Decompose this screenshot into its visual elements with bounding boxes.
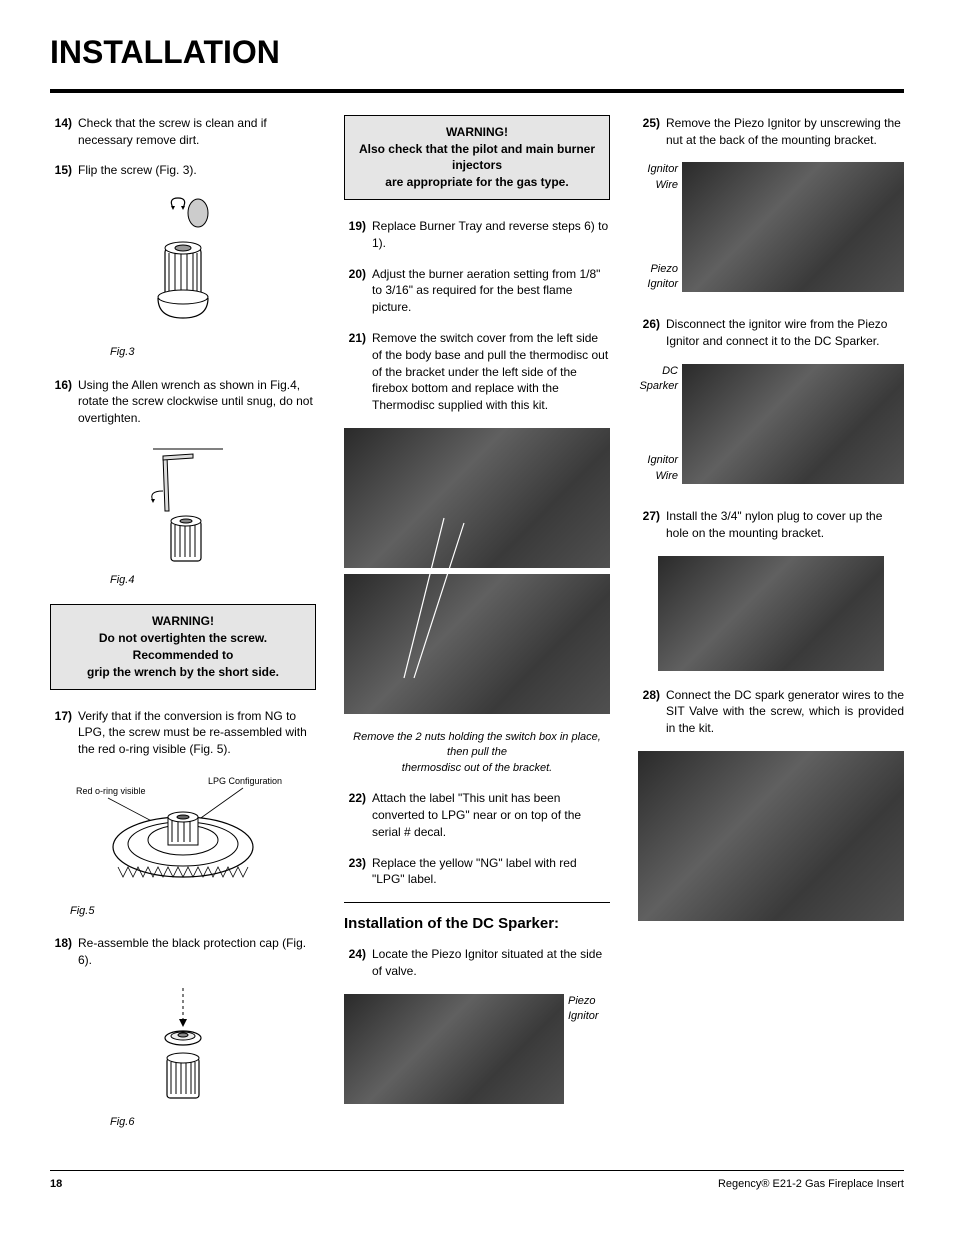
step-22: 22) Attach the label "This unit has been… <box>344 790 610 840</box>
warning-box-2: WARNING! Also check that the pilot and m… <box>344 115 610 200</box>
step-text: Using the Allen wrench as shown in Fig.4… <box>78 377 316 427</box>
step-21: 21) Remove the switch cover from the lef… <box>344 330 610 414</box>
figure-6: Fig.6 <box>50 983 316 1130</box>
step-24: 24) Locate the Piezo Ignitor situated at… <box>344 946 610 980</box>
step-20: 20) Adjust the burner aeration setting f… <box>344 266 610 316</box>
step-text: Adjust the burner aeration setting from … <box>372 266 610 316</box>
step-number: 23) <box>344 855 372 889</box>
photo-piezo-locate: Piezo Ignitor <box>344 994 610 1112</box>
figure-4: Fig.4 <box>50 441 316 588</box>
step-number: 22) <box>344 790 372 840</box>
step-27: 27) Install the 3/4" nylon plug to cover… <box>638 508 904 542</box>
photo-sit-valve <box>638 751 904 921</box>
section-rule <box>344 902 610 903</box>
step-number: 14) <box>50 115 78 149</box>
warning-line: Also check that the pilot and main burne… <box>355 141 599 175</box>
step-text: Connect the DC spark generator wires to … <box>666 687 904 737</box>
photo-thermodisc-1 <box>344 428 610 568</box>
step-number: 17) <box>50 708 78 758</box>
warning-line: are appropriate for the gas type. <box>355 174 599 191</box>
step-number: 27) <box>638 508 666 542</box>
step-number: 26) <box>638 316 666 350</box>
step-number: 15) <box>50 162 78 179</box>
page-number: 18 <box>50 1177 62 1192</box>
title-rule <box>50 89 904 93</box>
fig3-label: Fig.3 <box>50 345 316 360</box>
photo-piezo-remove: Ignitor Wire Piezo Ignitor <box>638 162 904 300</box>
step-number: 24) <box>344 946 372 980</box>
step-25: 25) Remove the Piezo Ignitor by unscrewi… <box>638 115 904 149</box>
step-15: 15) Flip the screw (Fig. 3). <box>50 162 316 179</box>
fig4-label: Fig.4 <box>50 573 316 588</box>
step-number: 25) <box>638 115 666 149</box>
step-text: Remove the Piezo Ignitor by unscrewing t… <box>666 115 904 149</box>
photo-thermodisc-2 <box>344 574 610 714</box>
photo-label: Piezo Ignitor <box>638 262 678 293</box>
step-text: Replace the yellow "NG" label with red "… <box>372 855 610 889</box>
page-title: INSTALLATION <box>50 30 904 75</box>
step-text: Locate the Piezo Ignitor situated at the… <box>372 946 610 980</box>
photo-label: Piezo Ignitor <box>564 994 610 1025</box>
step-text: Remove the switch cover from the left si… <box>372 330 610 414</box>
fig4-diagram <box>113 441 253 571</box>
step-text: Disconnect the ignitor wire from the Pie… <box>666 316 904 350</box>
warning-line: WARNING! <box>355 124 599 141</box>
column-1: 14) Check that the screw is clean and if… <box>50 115 316 1147</box>
step-text: Install the 3/4" nylon plug to cover up … <box>666 508 904 542</box>
column-2: WARNING! Also check that the pilot and m… <box>344 115 610 1147</box>
fig5-label: Fig.5 <box>50 904 316 919</box>
fig6-diagram <box>123 983 243 1113</box>
step-text: Attach the label "This unit has been con… <box>372 790 610 840</box>
step-number: 28) <box>638 687 666 737</box>
photo-image <box>344 574 610 714</box>
product-name: Regency® E21-2 Gas Fireplace Insert <box>718 1177 904 1192</box>
fig6-label: Fig.6 <box>50 1115 316 1130</box>
step-28: 28) Connect the DC spark generator wires… <box>638 687 904 737</box>
photo-dc-sparker: DC Sparker Ignitor Wire <box>638 364 904 492</box>
warning-line: Do not overtighten the screw. <box>61 630 305 647</box>
photo-image <box>682 162 904 292</box>
photo-image <box>658 556 884 671</box>
step-14: 14) Check that the screw is clean and if… <box>50 115 316 149</box>
warning-line: grip the wrench by the short side. <box>61 664 305 681</box>
photo-image <box>344 428 610 568</box>
step-19: 19) Replace Burner Tray and reverse step… <box>344 218 610 252</box>
step-17: 17) Verify that if the conversion is fro… <box>50 708 316 758</box>
step-number: 21) <box>344 330 372 414</box>
step-16: 16) Using the Allen wrench as shown in F… <box>50 377 316 427</box>
step-26: 26) Disconnect the ignitor wire from the… <box>638 316 904 350</box>
column-3: 25) Remove the Piezo Ignitor by unscrewi… <box>638 115 904 1147</box>
photo-image <box>638 751 904 921</box>
warning-line: WARNING! <box>61 613 305 630</box>
step-text: Flip the screw (Fig. 3). <box>78 162 316 179</box>
photo-nylon-plug <box>638 556 904 671</box>
fig3-diagram <box>123 193 243 343</box>
figure-5: Red o-ring visible LPG Configuration Fig… <box>50 772 316 919</box>
page-footer: 18 Regency® E21-2 Gas Fireplace Insert <box>50 1170 904 1192</box>
step-number: 20) <box>344 266 372 316</box>
step-text: Re-assemble the black protection cap (Fi… <box>78 935 316 969</box>
warning-box-1: WARNING! Do not overtighten the screw. R… <box>50 604 316 689</box>
photo-image <box>344 994 564 1104</box>
figure-3: Fig.3 <box>50 193 316 360</box>
step-number: 18) <box>50 935 78 969</box>
fig5-diagram: Red o-ring visible LPG Configuration <box>68 772 298 902</box>
step-text: Verify that if the conversion is from NG… <box>78 708 316 758</box>
content-columns: 14) Check that the screw is clean and if… <box>50 115 904 1147</box>
step-text: Replace Burner Tray and reverse steps 6)… <box>372 218 610 252</box>
photo-caption: Remove the 2 nuts holding the switch box… <box>344 730 610 776</box>
svg-text:Red o-ring visible: Red o-ring visible <box>76 786 146 796</box>
step-23: 23) Replace the yellow "NG" label with r… <box>344 855 610 889</box>
photo-label: DC Sparker <box>638 364 678 395</box>
step-number: 16) <box>50 377 78 427</box>
photo-label: Ignitor Wire <box>638 162 678 193</box>
photo-image <box>682 364 904 484</box>
step-18: 18) Re-assemble the black protection cap… <box>50 935 316 969</box>
step-number: 19) <box>344 218 372 252</box>
photo-label: Ignitor Wire <box>638 453 678 484</box>
step-text: Check that the screw is clean and if nec… <box>78 115 316 149</box>
svg-text:LPG Configuration: LPG Configuration <box>208 776 282 786</box>
warning-line: Recommended to <box>61 647 305 664</box>
section-heading: Installation of the DC Sparker: <box>344 913 610 934</box>
